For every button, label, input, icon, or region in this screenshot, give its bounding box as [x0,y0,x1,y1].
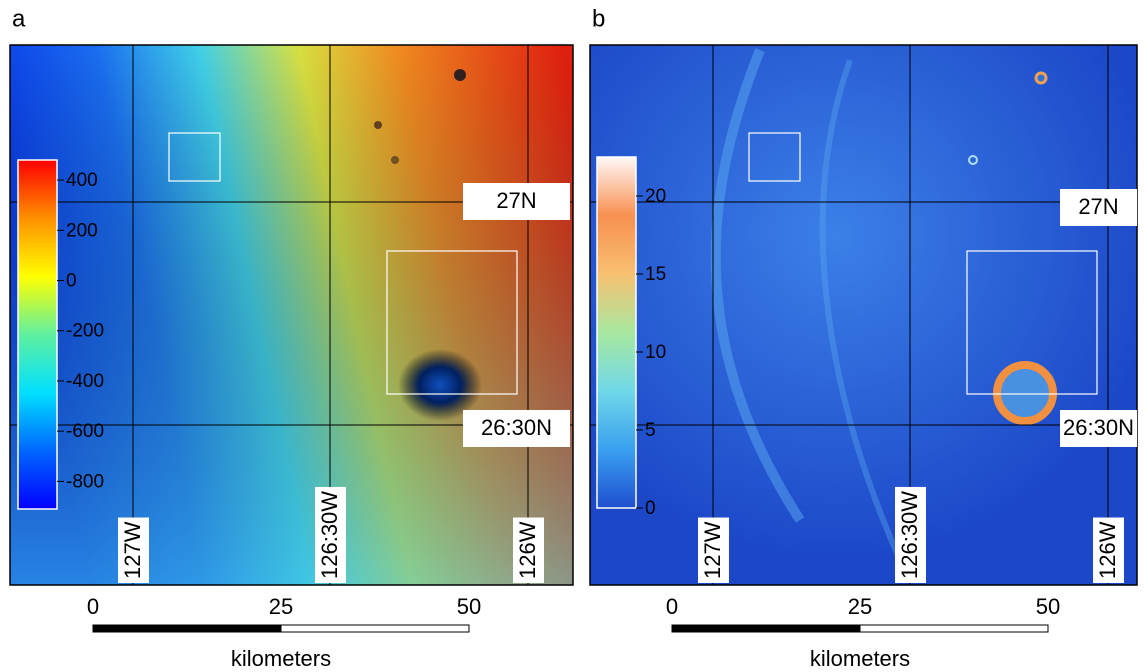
scale-segment [281,625,469,632]
colorbar-tick-label: 10 [645,342,666,363]
scale-tick-label: 50 [457,594,481,619]
panel-label: b [592,5,605,32]
scale-segment [672,625,860,632]
panel-label: a [12,5,26,32]
latitude-label: 26:30N [1063,415,1134,440]
colorbar-tick-label: 15 [645,264,666,285]
scale-tick-label: 0 [666,594,678,619]
map-a [10,45,573,585]
longitude-label: 127W [120,521,145,579]
scale-segment [93,625,281,632]
map-b [590,45,1137,585]
colorbar-tick-label: 400 [66,170,98,191]
longitude-label: 126:30W [317,491,342,579]
colorbar-tick-label: 0 [66,271,77,292]
scale-segment [860,625,1048,632]
colorbar-tick-label: 200 [66,220,98,241]
colorbar-tick-label: 5 [645,420,656,441]
colorbar-tick-label: 0 [645,498,656,519]
scale-unit: kilometers [231,646,331,671]
latitude-label: 27N [1078,194,1118,219]
longitude-label: 127W [700,521,725,579]
figure: a4002000-200-400-600-80027N26:30N127W126… [0,0,1147,672]
colorbar [18,160,57,509]
scale-tick-label: 50 [1036,594,1060,619]
scale-tick-label: 25 [269,594,293,619]
scale-unit: kilometers [810,646,910,671]
longitude-label: 126:30W [897,491,922,579]
longitude-label: 126W [1095,521,1120,579]
colorbar-tick-label: -400 [66,371,104,392]
scale-tick-label: 0 [87,594,99,619]
longitude-label: 126W [515,521,540,579]
colorbar-tick-label: -800 [66,471,104,492]
scale-tick-label: 25 [848,594,872,619]
colorbar-tick-label: -200 [66,321,104,342]
page: {"panels": [ {"label": "a", "colorbar": … [0,0,1147,672]
colorbar-tick-label: 20 [645,186,666,207]
latitude-label: 27N [496,188,536,213]
latitude-label: 26:30N [481,415,552,440]
colorbar [597,157,636,508]
colorbar-tick-label: -600 [66,421,104,442]
